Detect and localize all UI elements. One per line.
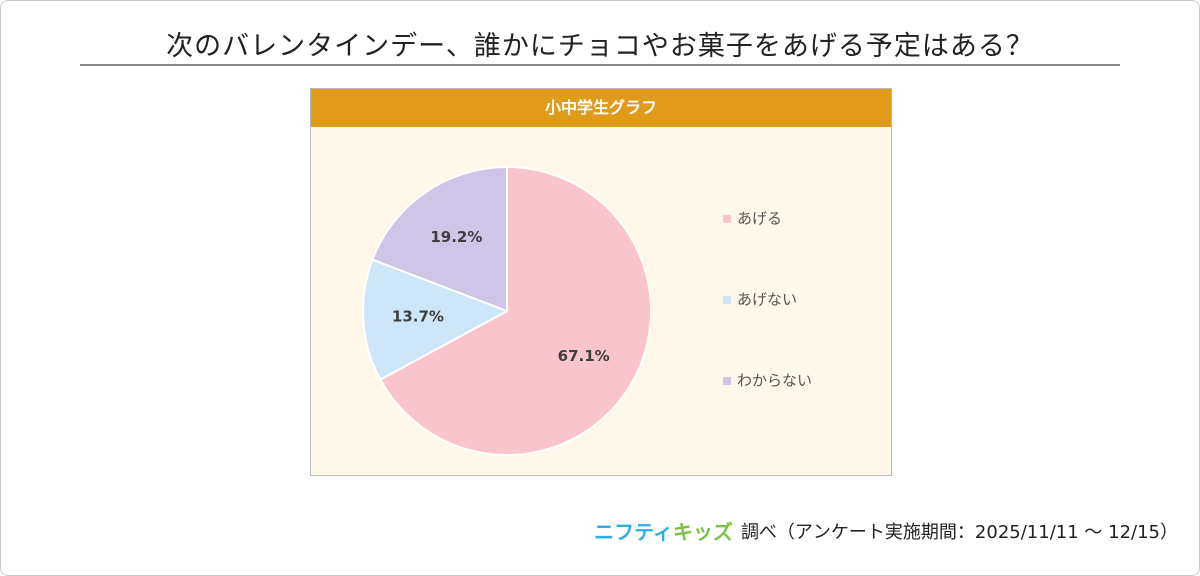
page-title: 次のバレンタインデー、誰かにチョコやお菓子をあげる予定はある？ — [166, 31, 1034, 62]
legend-label-3: わからない — [737, 372, 812, 390]
footer: ニフティ キッズ 調べ（アンケート実施期間：2025/11/11 ～ 12/15… — [594, 516, 1178, 545]
logo-text-nifty: ニフティ — [594, 520, 673, 544]
legend-swatch-1 — [723, 215, 731, 223]
pie-slice-2 — [362, 258, 510, 381]
chart-title: 小中学生グラフ — [311, 89, 891, 127]
slice-value-label-2: 13.7% — [392, 307, 444, 325]
slice-value-label-3: 19.2% — [430, 228, 482, 246]
nifty-kids-logo: ニフティ キッズ — [594, 516, 733, 545]
source-note: 調べ（アンケート実施期間：2025/11/11 ～ 12/15） — [740, 521, 1178, 543]
slice-value-label-1: 67.1% — [558, 347, 610, 365]
pie-slice-3 — [371, 165, 508, 313]
pie-slice-1 — [379, 165, 652, 456]
legend-swatch-3 — [723, 377, 731, 385]
legend-label-2: あげない — [737, 291, 797, 309]
chart-panel: 小中学生グラフ 67.1% 13.7% 19.2% あげるあげないわからない — [310, 88, 892, 476]
legend-label-1: あげる — [737, 210, 782, 228]
title-divider — [80, 64, 1120, 66]
logo-text-kids: キッズ — [672, 520, 733, 544]
legend-swatch-2 — [723, 296, 731, 304]
